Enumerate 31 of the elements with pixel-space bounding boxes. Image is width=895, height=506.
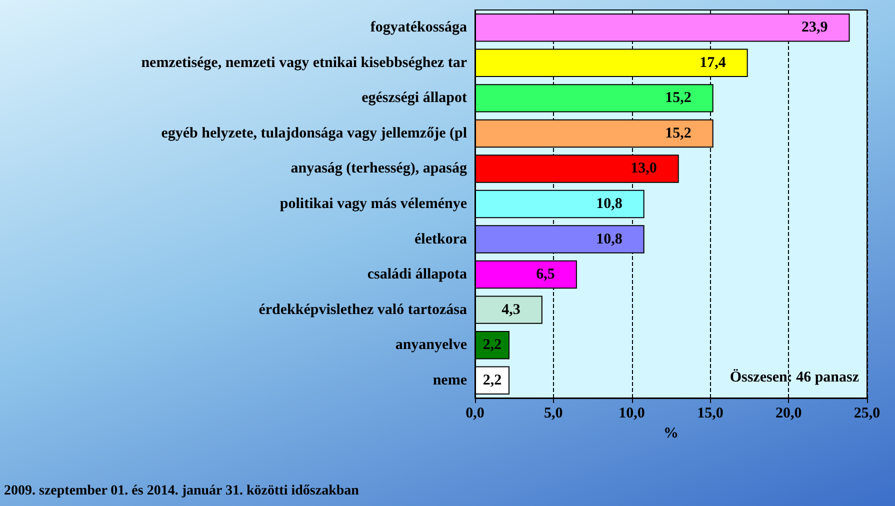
x-axis-title: % [664,426,678,442]
y-tick-label: érdekképvislethez való tartozása [258,302,468,318]
x-tick-label: 10,0 [618,406,645,422]
y-tick-label: egyéb helyzete, tulajdonsága vagy jellemzője (pl [161,125,467,142]
y-tick-label: politikai vagy más véleménye [280,196,468,212]
y-tick-label: családi állapota [367,266,468,283]
data-label: 23,9 [802,20,828,36]
y-tick-label: anyanyelve [395,337,468,354]
text: 2009. szeptember 01. és 2014. január 31. közötti időszakban [4,484,360,498]
data-label: 2,2 [482,372,502,388]
data-label: 15,2 [665,125,692,142]
x-tick-label: 0,0 [466,406,484,422]
data-label: 6,5 [536,266,555,283]
data-label: 15,2 [665,90,692,106]
x-tick-label: 25,0 [854,406,880,422]
x-tick-label: 5,0 [544,406,563,422]
data-label: 2,2 [482,337,502,354]
x-tick-label: 15,0 [697,406,724,422]
y-tick-label: életkora [414,231,468,248]
y-tick-label: fogyatékossága [370,20,468,36]
data-label: 4,3 [502,302,520,318]
data-label: 10,8 [596,196,622,212]
data-label: 10,8 [596,231,622,248]
y-tick-label: egészségi állapot [362,90,467,106]
y-tick-label: neme [432,372,468,388]
y-tick-label: anyaság (terhesség), apaság [290,160,468,177]
annotation: Összesen: 46 panasz [730,368,860,386]
data-label: 13,0 [630,160,657,177]
y-tick-label: nemzetisége, nemzeti vagy etnikai kisebbséghez tar [141,54,468,71]
data-label: 17,4 [700,54,726,71]
x-tick-label: 20,0 [775,406,802,422]
